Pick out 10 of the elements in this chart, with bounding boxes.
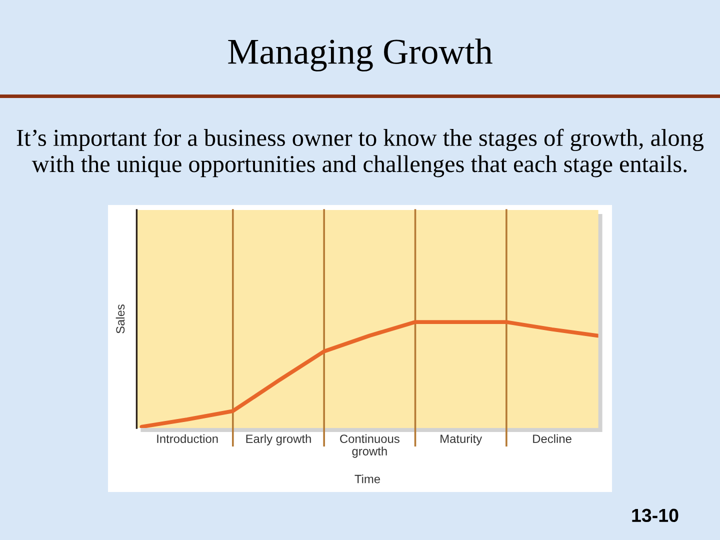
x-tick-label: Maturity (440, 434, 482, 446)
x-tick-label: Early growth (246, 434, 311, 446)
chart-title: Managing Growth (228, 38, 492, 72)
text: 13-10 (632, 508, 678, 522)
x-tick-label: Continuous growth (340, 434, 400, 458)
x-tick-label: Introduction (157, 434, 218, 444)
x-tick-label: Decline (533, 434, 572, 444)
x-axis-title: Time (354, 474, 380, 484)
chart-subtitle: It’s important for a business owner to know the stages of growth, along with the unique opportunities and challenges that each stage entails. (16, 128, 704, 178)
y-axis-title: Sales (116, 304, 125, 334)
